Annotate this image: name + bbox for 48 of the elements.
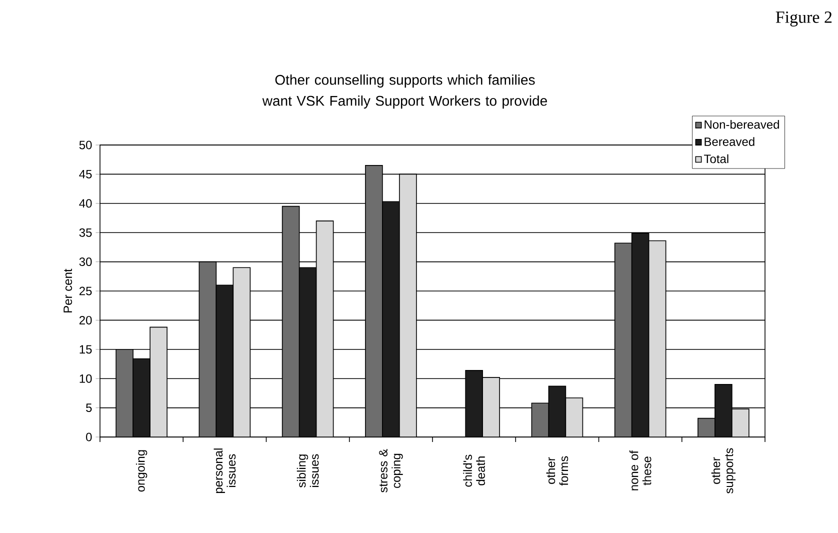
x-tick-label: personal issues bbox=[214, 448, 236, 494]
y-tick-label: 0 bbox=[86, 432, 92, 442]
legend-label: Bereaved bbox=[704, 137, 754, 146]
y-tick-label: 15 bbox=[80, 345, 92, 354]
y-tick-label: 10 bbox=[80, 374, 92, 383]
bar bbox=[565, 397, 584, 437]
bar bbox=[531, 402, 550, 437]
bar bbox=[631, 232, 650, 437]
bar bbox=[116, 349, 134, 437]
y-tick-label: 50 bbox=[79, 140, 92, 150]
y-tick-label: 25 bbox=[79, 286, 92, 296]
y-tick-label: 40 bbox=[79, 199, 92, 208]
bar bbox=[648, 240, 666, 437]
bar bbox=[298, 267, 317, 437]
bar bbox=[382, 201, 400, 437]
bar bbox=[548, 386, 566, 437]
bar bbox=[365, 165, 383, 437]
y-tick-label: 5 bbox=[86, 404, 92, 412]
bar bbox=[482, 377, 500, 437]
bar bbox=[399, 174, 417, 437]
y-tick-label: 30 bbox=[79, 258, 92, 266]
caption: Figure 2 bbox=[776, 12, 832, 26]
bar bbox=[614, 242, 632, 437]
legend-label: Non-bereaved bbox=[704, 120, 779, 129]
y-tick-label: 35 bbox=[79, 228, 92, 237]
bar bbox=[714, 384, 732, 437]
bar bbox=[216, 284, 234, 437]
x-tick-label: stress & coping bbox=[379, 448, 403, 492]
legend-label: Total bbox=[704, 154, 728, 164]
y-axis-title: Per cent bbox=[64, 268, 72, 312]
bar bbox=[132, 358, 150, 437]
x-tick-label: other supports bbox=[711, 448, 736, 494]
x-tick-label: sibling issues bbox=[296, 454, 319, 488]
bar bbox=[232, 267, 251, 437]
bar bbox=[698, 418, 716, 437]
x-tick-label: other forms bbox=[546, 456, 568, 486]
bar bbox=[282, 206, 300, 437]
bar bbox=[150, 326, 168, 437]
bar bbox=[465, 370, 483, 437]
y-tick-label: 20 bbox=[79, 316, 92, 324]
x-tick-label: none of these bbox=[629, 450, 652, 490]
bar bbox=[316, 220, 334, 437]
bar bbox=[198, 261, 217, 437]
x-tick-label: ongoing bbox=[136, 450, 148, 492]
x-tick-label: child's death bbox=[463, 454, 485, 487]
y-tick-label: 45 bbox=[79, 170, 92, 178]
bar bbox=[732, 408, 750, 437]
chart-title: Other counselling supports which families want VSK Family Support Workers to provide bbox=[262, 74, 547, 109]
